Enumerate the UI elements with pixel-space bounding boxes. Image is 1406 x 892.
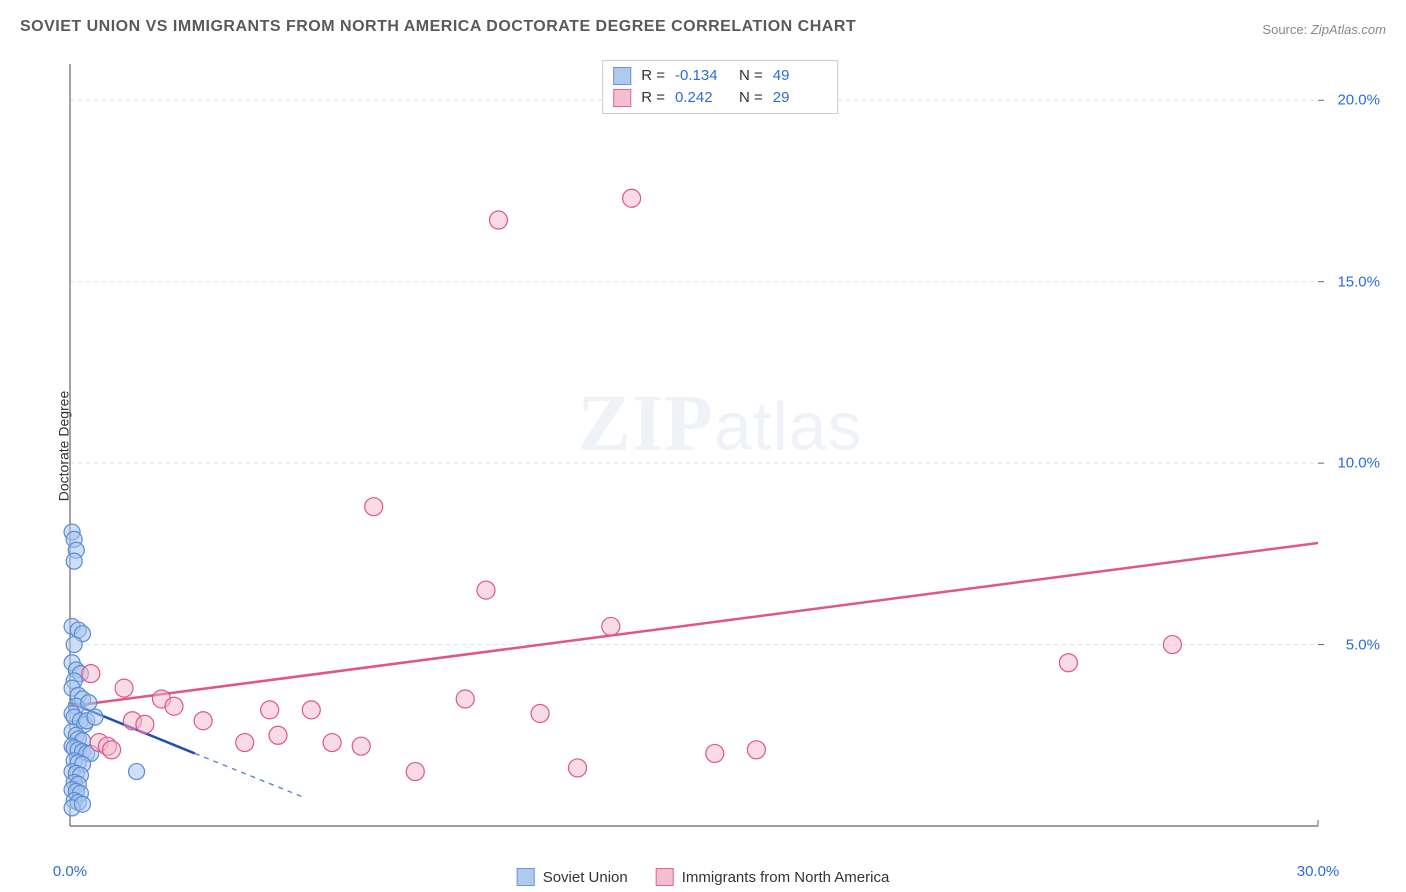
- legend-item-na: Immigrants from North America: [656, 868, 890, 886]
- y-tick-label: 10.0%: [1337, 455, 1380, 472]
- n-value-soviet: 49: [773, 65, 827, 87]
- source-label: Source:: [1262, 22, 1307, 37]
- scatter-svg: [52, 56, 1388, 856]
- n-value-na: 29: [773, 87, 827, 109]
- y-tick-label: 20.0%: [1337, 92, 1380, 109]
- legend-swatch-na: [656, 868, 674, 886]
- r-value-na: 0.242: [675, 87, 729, 109]
- legend-item-soviet: Soviet Union: [517, 868, 628, 886]
- source-value: ZipAtlas.com: [1311, 22, 1386, 37]
- y-tick-label: 15.0%: [1337, 273, 1380, 290]
- plot-area: ZIPatlas R = -0.134 N = 49 R = 0.242 N =…: [52, 56, 1388, 856]
- y-tick-label: 5.0%: [1346, 636, 1380, 653]
- n-label: N =: [739, 87, 763, 109]
- swatch-soviet: [613, 67, 631, 85]
- stats-row-soviet: R = -0.134 N = 49: [613, 65, 827, 87]
- bottom-legend: Soviet Union Immigrants from North Ameri…: [517, 868, 890, 886]
- stats-row-na: R = 0.242 N = 29: [613, 87, 827, 109]
- r-label: R =: [641, 87, 665, 109]
- legend-swatch-soviet: [517, 868, 535, 886]
- swatch-na: [613, 89, 631, 107]
- chart-title: SOVIET UNION VS IMMIGRANTS FROM NORTH AM…: [20, 18, 856, 36]
- r-value-soviet: -0.134: [675, 65, 729, 87]
- source-attribution: Source: ZipAtlas.com: [1262, 22, 1386, 37]
- legend-label-soviet: Soviet Union: [543, 869, 628, 886]
- x-tick-label: 30.0%: [1297, 863, 1340, 880]
- stats-legend-box: R = -0.134 N = 49 R = 0.242 N = 29: [602, 60, 838, 114]
- n-label: N =: [739, 65, 763, 87]
- legend-label-na: Immigrants from North America: [682, 869, 890, 886]
- r-label: R =: [641, 65, 665, 87]
- x-tick-label: 0.0%: [53, 863, 87, 880]
